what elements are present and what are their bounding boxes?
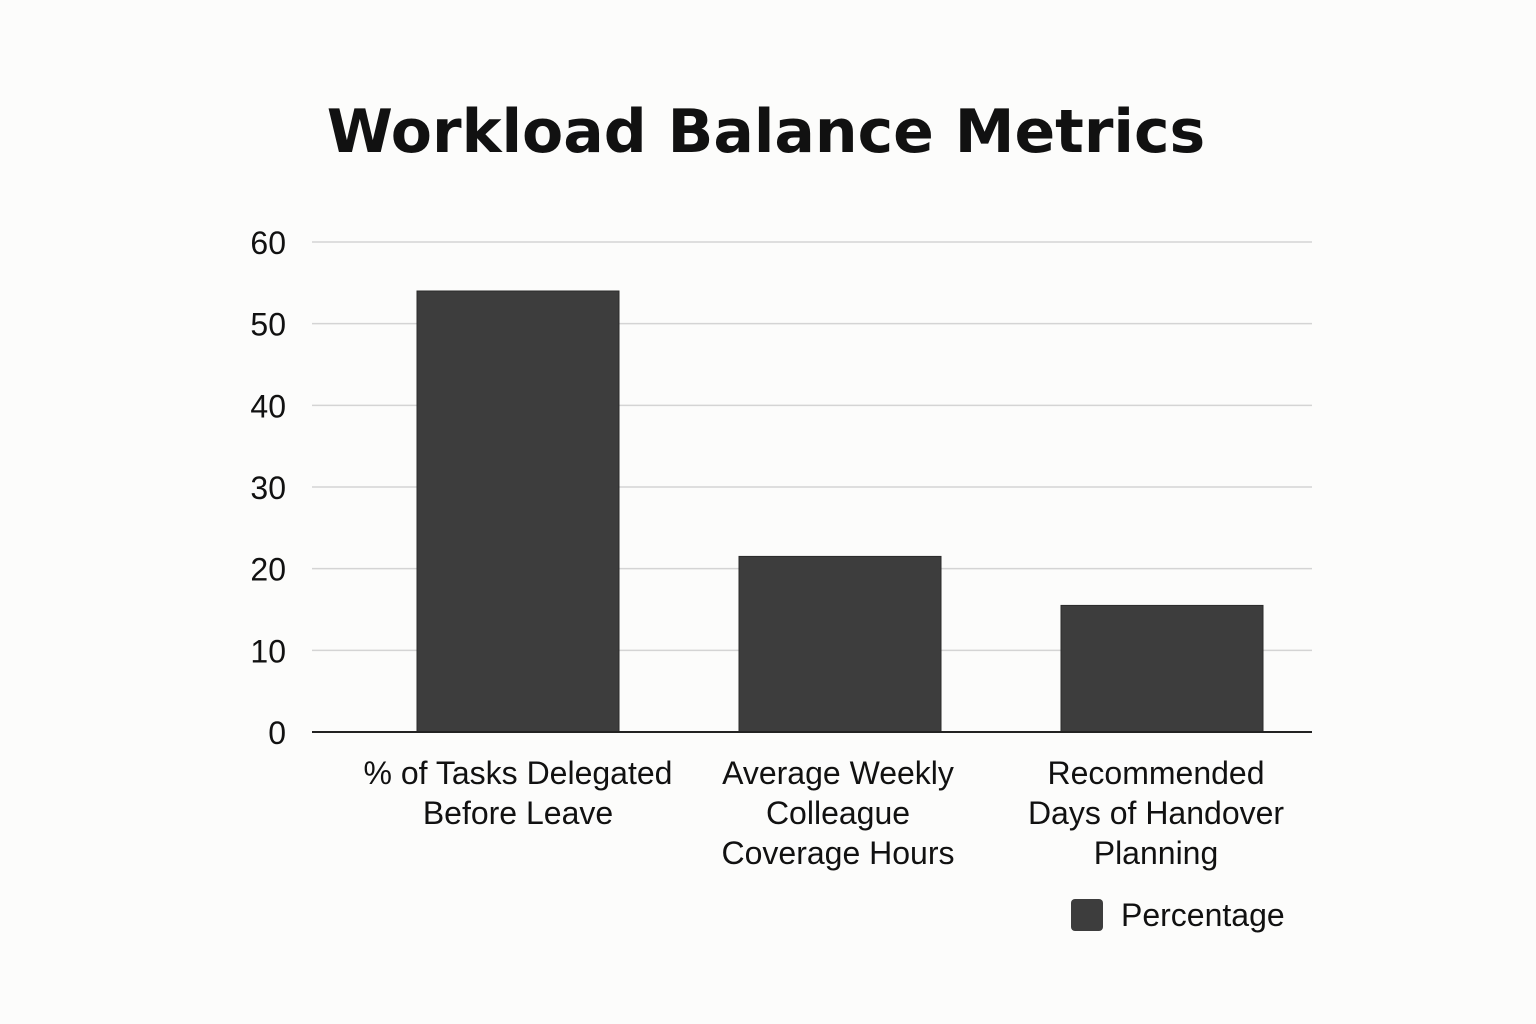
chart-title: Workload Balance Metrics <box>327 97 1206 167</box>
x-category-label-line: Colleague <box>766 795 910 831</box>
y-axis-ticks: 0 10 20 30 40 50 60 <box>250 225 286 751</box>
x-category-label-line: Average Weekly <box>722 755 954 791</box>
x-category-label-line: Days of Handover <box>1028 795 1284 831</box>
x-category-label-line: Coverage Hours <box>722 835 955 871</box>
x-category-label-line: Planning <box>1094 835 1219 871</box>
x-category-label-line: % of Tasks Delegated <box>364 755 673 791</box>
y-tick-label: 20 <box>250 552 286 588</box>
x-category-label-line: Before Leave <box>423 795 613 831</box>
y-tick-label: 10 <box>250 633 286 669</box>
legend-swatch-percentage <box>1071 899 1103 931</box>
x-axis-category-labels: % of Tasks Delegated Before Leave Average … <box>364 755 1285 871</box>
x-category-label-line: Recommended <box>1048 755 1265 791</box>
y-tick-label: 30 <box>250 470 286 506</box>
bar-1 <box>416 290 620 733</box>
bar-3 <box>1060 604 1264 733</box>
y-tick-label: 40 <box>250 388 286 424</box>
bar-2 <box>738 555 942 733</box>
y-tick-label: 0 <box>268 715 286 751</box>
legend-label-percentage: Percentage <box>1121 897 1285 933</box>
x-category-label-2: Average Weekly Colleague Coverage Hours <box>722 755 955 871</box>
bars <box>416 290 1264 733</box>
legend: Percentage <box>1071 897 1285 933</box>
y-tick-label: 50 <box>250 307 286 343</box>
x-category-label-3: Recommended Days of Handover Planning <box>1028 755 1284 871</box>
y-tick-label: 60 <box>250 225 286 261</box>
x-category-label-1: % of Tasks Delegated Before Leave <box>364 755 673 831</box>
